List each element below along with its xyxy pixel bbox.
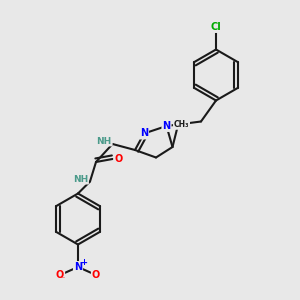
Text: N: N — [162, 121, 171, 131]
Text: N: N — [74, 262, 82, 272]
Text: O: O — [56, 269, 64, 280]
Text: NH: NH — [73, 175, 88, 184]
Text: O: O — [114, 154, 123, 164]
Text: N: N — [140, 128, 148, 139]
Text: +: + — [80, 258, 87, 267]
Text: ⁻: ⁻ — [61, 274, 65, 284]
Text: O: O — [92, 269, 100, 280]
Text: NH: NH — [97, 136, 112, 146]
Text: Cl: Cl — [211, 22, 221, 32]
Text: CH₃: CH₃ — [174, 120, 189, 129]
